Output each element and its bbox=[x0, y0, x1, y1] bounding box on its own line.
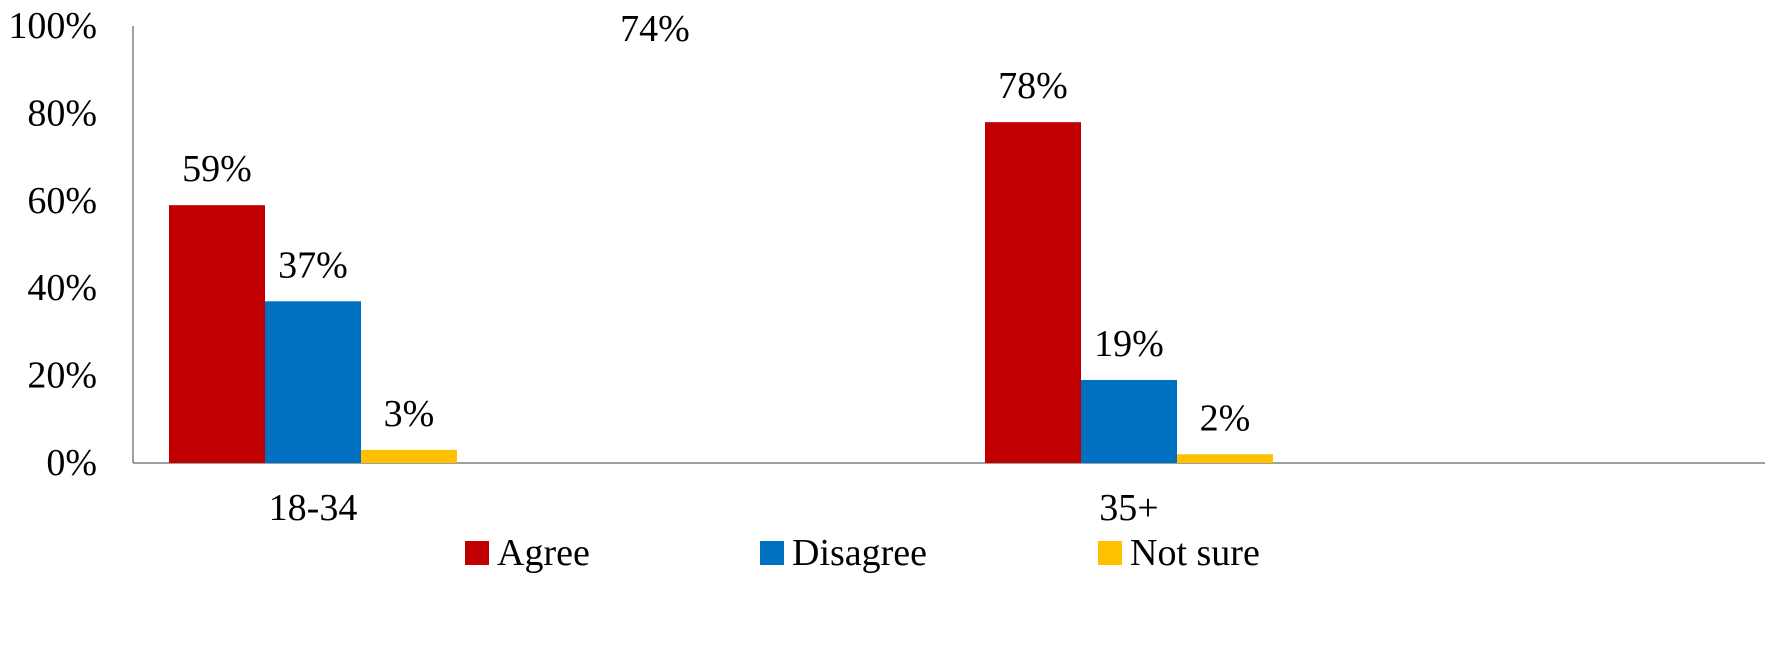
annotation-label: 74% bbox=[620, 8, 690, 50]
y-axis: 0% 20% 40% 60% 80% 100% bbox=[8, 5, 1765, 484]
x-axis-categories: 18-34 35+ bbox=[269, 487, 1159, 529]
legend-label: Agree bbox=[497, 532, 590, 574]
legend-swatch-not-sure bbox=[1098, 541, 1122, 565]
legend-label: Not sure bbox=[1130, 532, 1260, 574]
data-labels: 59% 37% 3% 78% 19% 2% bbox=[182, 65, 1250, 439]
bar-not-sure-18-34 bbox=[361, 449, 457, 463]
legend-swatch-agree bbox=[465, 541, 489, 565]
data-label: 78% bbox=[998, 65, 1068, 107]
y-tick-label: 80% bbox=[27, 92, 97, 134]
data-label: 37% bbox=[278, 244, 348, 286]
y-tick-label: 100% bbox=[8, 5, 97, 47]
category-label: 35+ bbox=[1099, 487, 1158, 529]
bar-agree-18-34 bbox=[169, 205, 265, 464]
bars bbox=[169, 122, 1273, 464]
y-tick-label: 0% bbox=[46, 442, 97, 484]
bar-agree-35+ bbox=[985, 122, 1081, 463]
data-label: 59% bbox=[182, 148, 252, 190]
y-tick-label: 20% bbox=[27, 355, 97, 397]
legend-swatch-disagree bbox=[760, 541, 784, 565]
data-label: 3% bbox=[384, 393, 435, 435]
category-label: 18-34 bbox=[269, 487, 358, 529]
data-label: 2% bbox=[1200, 397, 1251, 439]
bar-disagree-35+ bbox=[1081, 379, 1177, 463]
y-tick-label: 40% bbox=[27, 267, 97, 309]
y-tick-label: 60% bbox=[27, 180, 97, 222]
legend: Agree Disagree Not sure bbox=[465, 532, 1260, 574]
legend-label: Disagree bbox=[792, 532, 927, 574]
bar-disagree-18-34 bbox=[265, 301, 361, 463]
data-label: 19% bbox=[1094, 323, 1164, 365]
bar-not-sure-35+ bbox=[1177, 454, 1273, 463]
